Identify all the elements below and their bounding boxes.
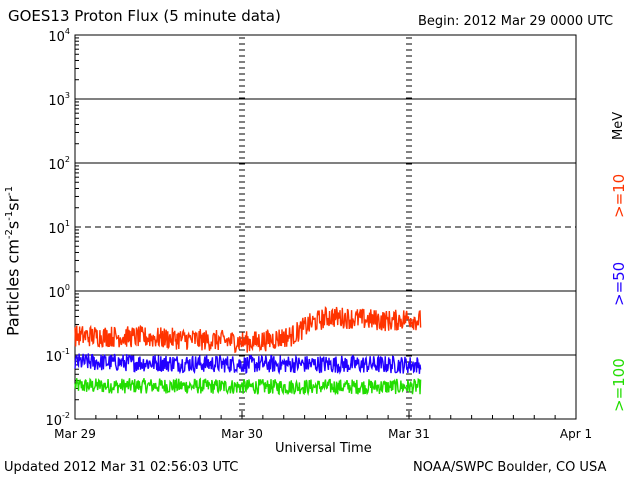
series-line-ge10 <box>74 305 422 354</box>
legend-unit: MeV <box>611 111 626 140</box>
chart-title: GOES13 Proton Flux (5 minute data) <box>8 7 281 25</box>
updated-timestamp: Updated 2012 Mar 31 02:56:03 UTC <box>4 460 239 475</box>
legend-ge50: >=50 <box>610 261 628 306</box>
x-tick-label: Apr 1 <box>560 427 592 441</box>
y-axis-label: Particles cm-2s-1sr-1 <box>3 185 23 336</box>
x-axis-label: Universal Time <box>275 441 372 456</box>
ylabel-part: s <box>3 220 23 230</box>
ylabel-part: Particles cm <box>3 239 23 336</box>
legend-ge10: >=10 <box>610 173 628 218</box>
series-line-ge100 <box>74 377 422 397</box>
legend-ge100: >=100 <box>610 358 628 412</box>
x-tick-label: Mar 31 <box>388 427 430 441</box>
ylabel-exp: -1 <box>4 185 15 196</box>
ylabel-exp: -1 <box>4 210 15 221</box>
y-tick-label: 101 <box>48 219 70 237</box>
ylabel-part: sr <box>3 195 23 211</box>
x-tick-label: Mar 29 <box>54 427 96 441</box>
y-tick-label: 103 <box>48 91 70 109</box>
credit-text: NOAA/SWPC Boulder, CO USA <box>413 460 607 475</box>
y-tick-label: 104 <box>48 27 70 45</box>
y-tick-label: 10-1 <box>45 347 70 365</box>
y-tick-label: 100 <box>48 283 70 301</box>
y-tick-label: 102 <box>48 155 70 173</box>
ylabel-exp: -2 <box>4 229 15 240</box>
series-line-ge50 <box>74 353 422 375</box>
begin-timestamp: Begin: 2012 Mar 29 0000 UTC <box>418 14 614 29</box>
x-tick-label: Mar 30 <box>221 427 263 441</box>
